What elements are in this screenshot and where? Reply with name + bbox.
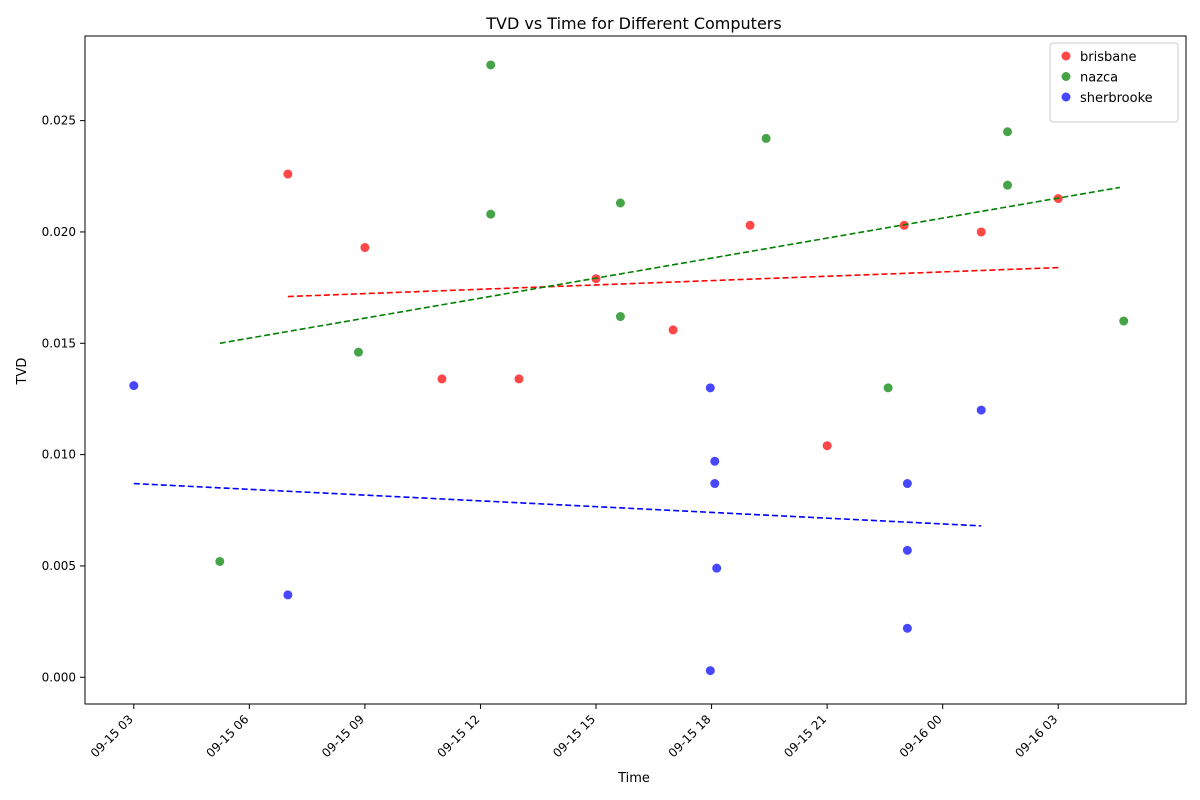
series-sherbrooke [129, 381, 986, 676]
data-point [437, 374, 447, 384]
data-point [902, 545, 912, 555]
data-point [215, 556, 225, 566]
data-point [283, 169, 293, 179]
series-nazca [215, 60, 1129, 566]
y-axis-label: TVD [15, 358, 30, 386]
data-point [615, 312, 625, 322]
data-point [902, 479, 912, 489]
y-axis: 0.000 0.005 0.010 0.015 0.020 0.025 [42, 114, 85, 684]
data-point [712, 563, 722, 573]
legend-marker [1061, 92, 1071, 102]
data-point [976, 227, 986, 237]
axes-frame [84, 35, 1187, 705]
data-point [514, 374, 524, 384]
data-point [668, 325, 678, 335]
data-point [710, 479, 720, 489]
data-point [1003, 180, 1013, 190]
plot-area [129, 60, 1129, 676]
data-point [486, 209, 496, 219]
data-point [353, 347, 363, 357]
data-point [902, 623, 912, 633]
legend: brisbane nazca sherbrooke [1049, 42, 1179, 123]
data-point [705, 666, 715, 676]
y-tick-label: 0.015 [42, 336, 76, 350]
data-point [129, 381, 139, 391]
y-tick-label: 0.010 [42, 448, 76, 462]
chart-title: TVD vs Time for Different Computers [485, 14, 781, 33]
data-point [1003, 127, 1013, 137]
data-point [615, 198, 625, 208]
data-point [761, 133, 771, 143]
legend-label: nazca [1080, 71, 1118, 86]
data-point [1119, 316, 1129, 326]
data-point [283, 590, 293, 600]
data-point [710, 456, 720, 466]
legend-label: brisbane [1080, 50, 1136, 65]
y-tick-label: 0.020 [42, 225, 76, 239]
legend-marker [1061, 72, 1071, 81]
trend-line-brisbane [287, 266, 1059, 298]
y-tick-label: 0.000 [42, 670, 76, 684]
data-point [486, 60, 496, 70]
data-point [883, 383, 893, 393]
data-point [822, 441, 832, 451]
legend-marker [1061, 51, 1071, 61]
data-point [976, 405, 986, 415]
data-point [360, 243, 370, 253]
legend-box [1049, 42, 1179, 123]
trend-line-sherbrooke [133, 482, 982, 527]
data-point [705, 383, 715, 393]
trend-line-nazca [219, 186, 1121, 345]
y-tick-label: 0.005 [42, 559, 76, 573]
data-point [745, 220, 755, 230]
y-tick-label: 0.025 [42, 114, 76, 128]
legend-label: sherbrooke [1080, 91, 1153, 106]
x-axis-label: Time [617, 771, 650, 786]
